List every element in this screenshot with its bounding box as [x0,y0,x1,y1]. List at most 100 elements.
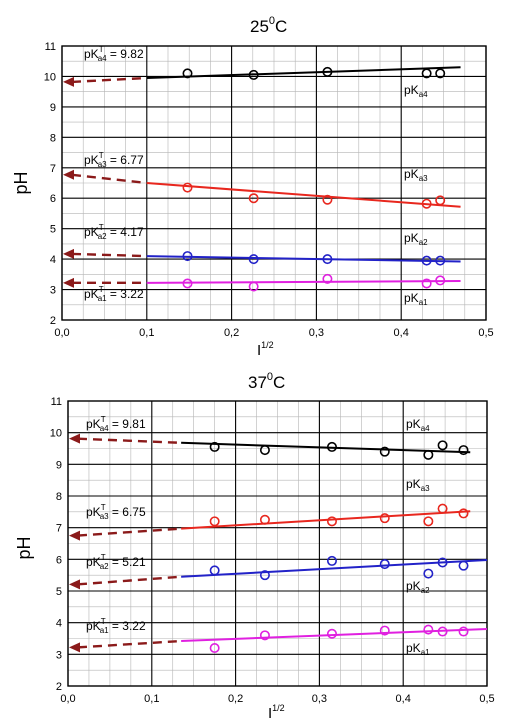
y-tick-label: 10 [44,71,56,83]
y-tick-label: 5 [56,586,62,598]
extrapolation-line [77,575,182,586]
series-pKa3 [69,503,471,541]
data-point [326,628,337,639]
series-pKa4 [63,66,461,87]
data-point [259,514,270,525]
data-point [379,559,390,570]
data-point [326,555,337,566]
series-pKa2 [69,555,488,590]
data-point [421,68,432,79]
y-tick-label: 7 [50,163,56,175]
data-point [259,630,270,641]
y-tick-label: 8 [50,132,56,144]
y-tick-label: 10 [50,428,62,440]
data-point [182,278,193,289]
data-point [248,281,259,292]
y-axis-label: pH [14,536,34,559]
data-point [379,625,390,636]
fit-line [181,628,488,643]
plot-frame [67,400,488,687]
x-axis-label: I1/2 [268,703,285,722]
pk-value-label: pKT a1 = 3.22 [86,617,146,635]
y-tick-label: 11 [45,41,56,53]
grid [61,45,487,321]
extrapolation-arrow-icon [63,248,74,259]
extrapolation-line [71,76,147,84]
pk-value-label: pKT a3 = 6.75 [86,503,146,521]
curve-label: pKa1 [404,291,428,307]
fit-line [181,510,471,530]
x-tick-label: 0,2 [228,693,243,705]
y-tick-label: 9 [50,102,56,114]
pk-value-label: pKT a3 = 6.77 [84,151,144,169]
curve-label: pKa3 [406,477,430,493]
data-point [248,254,259,265]
chart-title: 250C [250,15,287,36]
pk-value-label: pKT a1 = 3.22 [84,285,144,303]
data-point [435,68,446,79]
extrapolation-arrow-icon [69,530,80,541]
chart-37c: 370C pH I1/2 2 3 4 5 6 7 8 9 10 11 0,0 0,1 0,2 0,3 0,4… [14,371,495,722]
extrapolation-arrow-icon [69,579,80,590]
data-point [435,195,446,206]
data-point [379,513,390,524]
data-point [259,570,270,581]
fit-line [146,66,461,79]
data-point [458,560,469,571]
chart-title: 370C [248,371,285,392]
data-point [182,68,193,79]
y-tick-label: 2 [56,681,62,693]
extrapolation-line [77,639,182,649]
y-tick-label: 4 [50,254,56,266]
data-point [435,255,446,266]
data-point [209,565,220,576]
data-point [322,254,333,265]
x-tick-label: 0,4 [394,327,409,339]
data-point [458,626,469,637]
curve-label: pKa2 [404,231,428,247]
extrapolation-arrow-icon [63,277,74,288]
curve-label: pKa2 [406,579,430,595]
data-point [182,251,193,262]
series-pKa2 [63,248,461,266]
y-tick-label: 2 [50,315,56,327]
fit-line [146,280,461,284]
data-point [248,193,259,204]
data-point [458,508,469,519]
y-tick-label: 5 [50,224,56,236]
data-point [423,449,434,460]
data-point [326,441,337,452]
data-point [458,445,469,456]
fit-line [181,558,488,578]
fit-line [146,182,461,208]
x-tick-label: 0,3 [309,327,324,339]
series-pKa4 [69,433,471,460]
x-tick-label: 0,0 [60,693,75,705]
data-point [259,445,270,456]
y-tick-label: 3 [50,285,56,297]
data-point [437,626,448,637]
data-point [322,194,333,205]
data-point [437,503,448,514]
data-point [326,516,337,527]
extrapolation-arrow-icon [63,76,74,87]
extrapolation-line [71,173,147,185]
x-tick-label: 0,5 [478,327,493,339]
data-point [209,642,220,653]
x-tick-label: 0,2 [224,327,239,339]
y-tick-label: 8 [56,491,62,503]
data-point [379,446,390,457]
data-point [322,273,333,284]
pk-value-label: pKT a4 = 9.81 [86,415,146,433]
data-point [435,275,446,286]
series-pKa3 [63,169,461,209]
y-axis-label: pH [11,171,31,194]
curve-label: pKa3 [404,167,428,183]
curve-label: pKa4 [404,83,428,99]
series-pKa1 [69,624,488,653]
data-point [421,198,432,209]
data-point [423,624,434,635]
data-point [209,516,220,527]
y-tick-label: 9 [56,459,62,471]
x-tick-label: 0,1 [144,693,159,705]
